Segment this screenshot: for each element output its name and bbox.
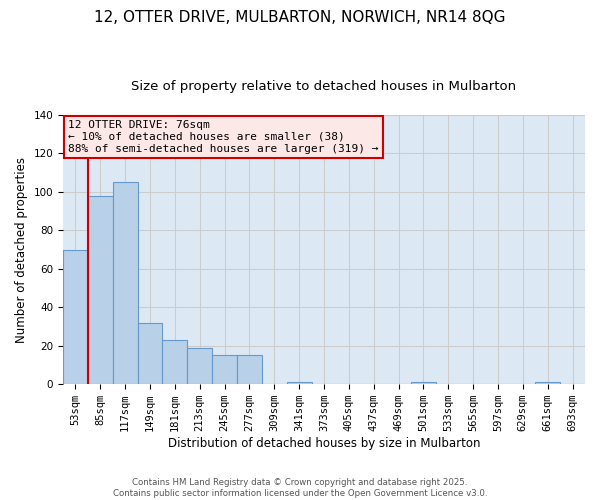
Text: Contains HM Land Registry data © Crown copyright and database right 2025.
Contai: Contains HM Land Registry data © Crown c… (113, 478, 487, 498)
Bar (212, 356, 237, 384)
Title: Size of property relative to detached houses in Mulbarton: Size of property relative to detached ho… (131, 80, 517, 93)
Bar (187, 348, 212, 384)
Bar (63, 250, 88, 384)
Y-axis label: Number of detached properties: Number of detached properties (15, 156, 28, 342)
Bar (137, 322, 163, 384)
Bar (535, 382, 560, 384)
Bar (237, 356, 262, 384)
Text: 12, OTTER DRIVE, MULBARTON, NORWICH, NR14 8QG: 12, OTTER DRIVE, MULBARTON, NORWICH, NR1… (94, 10, 506, 25)
Bar (113, 182, 137, 384)
Bar (411, 382, 436, 384)
Text: 12 OTTER DRIVE: 76sqm
← 10% of detached houses are smaller (38)
88% of semi-deta: 12 OTTER DRIVE: 76sqm ← 10% of detached … (68, 120, 379, 154)
Bar (163, 340, 187, 384)
Bar (88, 196, 113, 384)
Bar (287, 382, 311, 384)
X-axis label: Distribution of detached houses by size in Mulbarton: Distribution of detached houses by size … (168, 437, 480, 450)
